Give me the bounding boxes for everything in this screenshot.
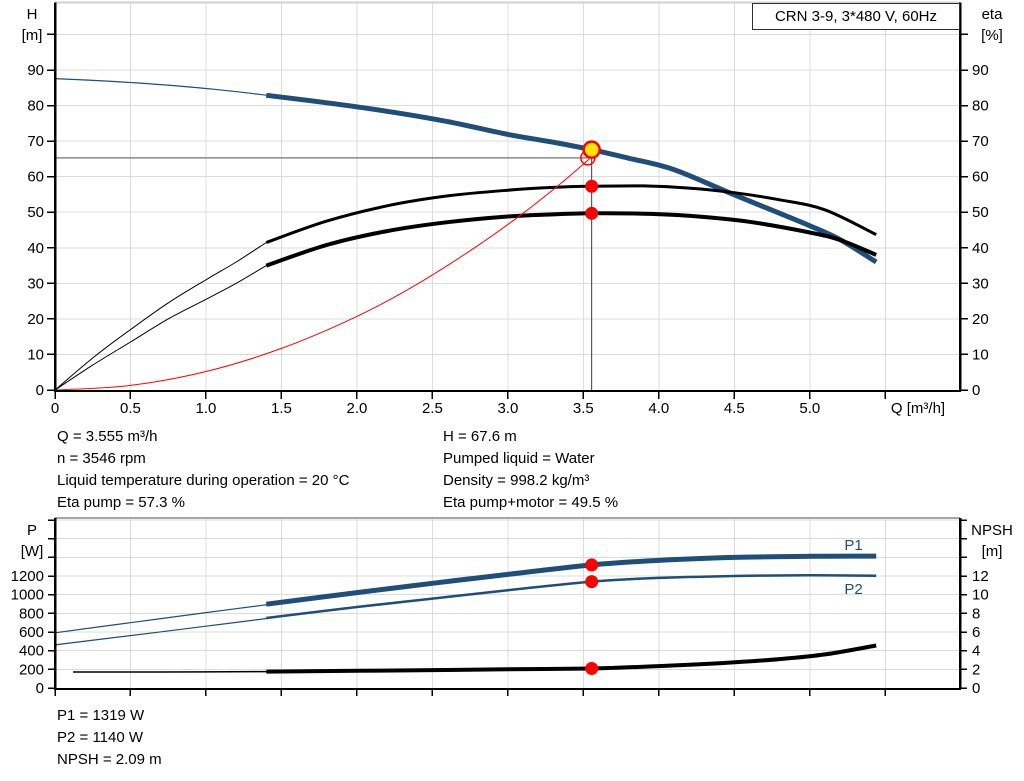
y-right-tick-label: 12	[972, 568, 989, 585]
h-axis-title-line2: [m]	[21, 27, 43, 44]
y-left-tick-label: 30	[27, 275, 44, 292]
y-left-tick-label: 0	[36, 382, 44, 399]
p-axis-title: P [W]	[12, 520, 52, 562]
x-tick-label: 3.5	[573, 400, 594, 417]
y-left-tick-label: 70	[27, 133, 44, 150]
qh-curve-thin	[54, 78, 274, 97]
eta-axis-title: eta [%]	[970, 4, 1014, 46]
info-eta-pump-motor: Eta pump+motor = 49.5 %	[443, 494, 619, 511]
x-tick-label: 2.0	[346, 400, 367, 417]
npsh-axis-title: NPSH [m]	[964, 520, 1020, 562]
x-tick-label: 4.5	[724, 400, 745, 417]
y-left-tick-label: 1200	[11, 568, 44, 585]
y-right-tick-label: 80	[972, 98, 989, 115]
y-right-tick-label: 2	[972, 661, 980, 678]
y-right-tick-label: 0	[972, 382, 980, 399]
h-axis-title-line1: H	[26, 6, 38, 23]
eta-axis-title-line2: [%]	[981, 27, 1003, 44]
y-left-tick-label: 0	[36, 680, 44, 697]
pump-title-text: CRN 3-9, 3*480 V, 60Hz	[774, 8, 938, 25]
eta-pump-curve-thin	[54, 242, 267, 391]
p1-point	[585, 558, 599, 572]
y-left-tick-label: 50	[27, 204, 44, 221]
npsh-axis-title-line2: [m]	[981, 543, 1003, 560]
info-speed: n = 3546 rpm	[57, 450, 146, 467]
y-left-tick-label: 90	[27, 62, 44, 79]
info-p2: P2 = 1140 W	[57, 729, 144, 746]
eta-axis-title-line1: eta	[981, 6, 1003, 23]
info-head: H = 67.6 m	[443, 428, 517, 445]
x-axis-label: Q [m³/h]	[891, 400, 945, 417]
p-axis-title-line2: [W]	[20, 543, 44, 560]
pump-title-box: CRN 3-9, 3*480 V, 60Hz	[752, 3, 960, 30]
npsh-point	[585, 661, 599, 675]
y-right-tick-label: 40	[972, 240, 989, 257]
npsh-curve	[266, 643, 877, 674]
p-axis-title-line1: P	[26, 522, 37, 539]
system-curve	[54, 158, 590, 391]
power-info: P1 = 1319 W P2 = 1140 W NPSH = 2.09 m	[57, 705, 162, 771]
info-liquid-temp: Liquid temperature during operation = 20…	[57, 472, 350, 489]
eta-pump-motor-point	[585, 206, 599, 220]
x-tick-label: 1.5	[271, 400, 292, 417]
p2-curve	[266, 574, 877, 620]
eta-pump-motor-curve	[265, 211, 877, 268]
y-right-tick-label: 10	[972, 346, 989, 363]
y-left-tick-label: 10	[27, 346, 44, 363]
y-right-tick-label: 70	[972, 133, 989, 150]
p1-curve	[265, 553, 877, 607]
duty-info-left: Q = 3.555 m³/h n = 3546 rpm Liquid tempe…	[57, 426, 349, 514]
duty-info-right: H = 67.6 m Pumped liquid = Water Density…	[443, 426, 618, 514]
y-left-tick-label: 200	[19, 661, 44, 678]
x-tick-label: 3.0	[497, 400, 518, 417]
y-right-tick-label: 30	[972, 275, 989, 292]
eta-pump-motor-curve-thin	[54, 265, 267, 391]
info-density: Density = 998.2 kg/m³	[443, 472, 590, 489]
y-right-tick-label: 90	[972, 62, 989, 79]
y-left-tick-label: 400	[19, 643, 44, 660]
y-right-tick-label: 20	[972, 311, 989, 328]
y-left-tick-label: 1000	[11, 587, 44, 604]
h-axis-title: H [m]	[12, 4, 52, 46]
p2-label: P2	[844, 581, 862, 598]
y-left-tick-label: 80	[27, 98, 44, 115]
x-tick-label: 5.0	[799, 400, 820, 417]
y-right-tick-label: 10	[972, 587, 989, 604]
y-right-tick-label: 0	[972, 680, 980, 697]
duty-point	[582, 140, 601, 159]
info-eta-pump: Eta pump = 57.3 %	[57, 494, 185, 511]
x-tick-label: 2.5	[422, 400, 443, 417]
x-tick-label: 4.0	[648, 400, 669, 417]
info-npsh: NPSH = 2.09 m	[57, 751, 162, 768]
y-right-tick-label: 6	[972, 624, 980, 641]
p1-label: P1	[844, 537, 862, 554]
x-tick-label: 0	[51, 400, 59, 417]
npsh-axis-title-line1: NPSH	[971, 522, 1013, 539]
y-right-tick-label: 60	[972, 169, 989, 186]
p2-curve-thin	[54, 617, 274, 646]
y-left-tick-label: 40	[27, 240, 44, 257]
eta-pump-point	[585, 179, 599, 193]
y-right-tick-label: 50	[972, 204, 989, 221]
x-tick-label: 0.5	[120, 400, 141, 417]
info-p1: P1 = 1319 W	[57, 707, 145, 724]
y-left-tick-label: 60	[27, 169, 44, 186]
y-left-tick-label: 600	[19, 624, 44, 641]
p1-curve-thin	[54, 603, 274, 634]
y-left-tick-label: 800	[19, 605, 44, 622]
y-left-tick-label: 20	[27, 311, 44, 328]
info-flow: Q = 3.555 m³/h	[57, 428, 158, 445]
p2-point	[585, 575, 599, 589]
y-right-tick-label: 8	[972, 605, 980, 622]
info-pumped-liquid: Pumped liquid = Water	[443, 450, 595, 467]
y-right-tick-label: 4	[972, 643, 980, 660]
x-tick-label: 1.0	[196, 400, 217, 417]
